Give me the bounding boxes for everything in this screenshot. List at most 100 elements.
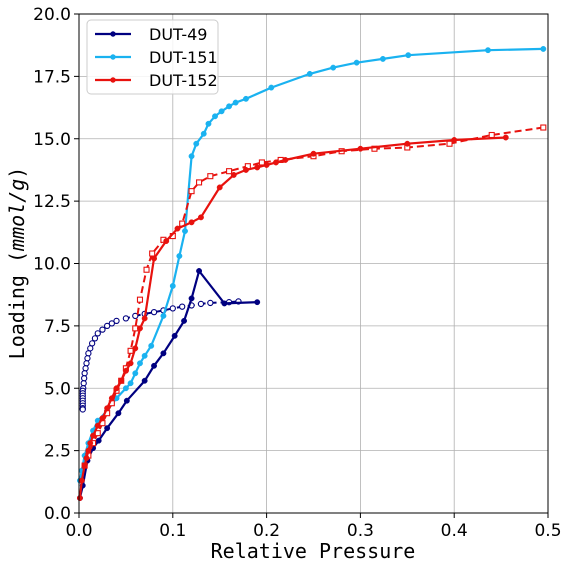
dut-49-desorption-point [84,355,91,362]
dut-49-desorption-point [207,299,214,307]
dut-152-adsorption-point [243,166,249,173]
dut-151-adsorption-point [226,103,233,110]
y-tick-label: 15.0 [33,130,71,150]
dut-152-adsorption-point [310,150,317,157]
dut-49-desorption-point [197,300,205,308]
dut-152-desorption-point [446,140,453,147]
dut-152-adsorption-point [87,440,94,447]
dut-49-desorption-point [79,406,86,413]
dut-49-desorption-point [122,315,130,322]
dut-49-desorption-point [82,365,89,372]
dut-152-adsorption-point [174,225,181,232]
dut-49-desorption-point [88,340,96,347]
dut-49-desorption-point [81,375,88,382]
dut-151-adsorption-line [78,47,544,481]
y-tick-label: 12.5 [33,192,71,212]
dut-151-adsorption-point [330,64,337,71]
legend-label-dut-151: DUT-151 [149,48,218,67]
dut-151-adsorption-point [132,370,139,377]
x-tick-label: 0.3 [347,521,374,541]
dut-49-adsorption-point [160,350,167,357]
dut-151-adsorption-point [485,47,491,54]
y-tick-label: 0.0 [44,504,71,524]
tick-labels: 0.0 0.1 0.2 0.3 0.4 0.5 0.0 2.5 5.0 7.5 10.0 12.5 15… [33,5,561,541]
dut-49-desorption-point [94,330,101,337]
dut-151-adsorption-point [160,312,167,319]
dut-152-adsorption-point [273,159,279,166]
dut-152-adsorption-point [81,462,88,469]
dut-151-adsorption-point [306,70,313,77]
dut-49-desorption-point [91,335,99,342]
y-tick-label: 20.0 [33,5,71,25]
dut-152-adsorption-point [188,219,195,226]
legend-label-dut-152: DUT-152 [149,71,218,90]
dut-49-adsorption-point [141,377,148,384]
dut-49-desorption-point [169,305,176,312]
y-axis-title-suffix: ) [5,167,29,179]
y-tick-label: 10.0 [33,255,71,275]
dut-152-adsorption-point [78,477,85,484]
dut-152-desorption-point [136,296,144,303]
dut-49-desorption-point [103,322,111,330]
dut-152-desorption-point [149,250,156,257]
dut-152-adsorption-point [230,171,237,178]
dut-151-adsorption-point [182,228,188,235]
dut-151-adsorption-point [141,352,148,359]
x-axis-title: Relative Pressure [211,539,416,563]
dut-49-desorption-point [99,326,106,333]
y-tick-label: 5.0 [44,379,71,399]
dut-151-adsorption-point [232,99,239,106]
dut-151-adsorption-point [176,253,183,259]
dut-151-adsorption-point [193,140,200,147]
dut-152-desorption-point [488,131,495,139]
legend-box [86,19,219,95]
x-tick-label: 0.2 [253,521,280,541]
dut-152-adsorption-point [254,164,261,171]
dut-151-adsorption-point [137,360,143,367]
dut-152-adsorption-point [104,405,111,412]
dut-151-adsorption-point [540,45,547,52]
x-tick-label: 0.4 [441,521,468,541]
dut-152-adsorption-point [113,385,120,392]
legend-label-dut-49: DUT-49 [149,25,207,44]
dut-49-desorption-point [85,350,92,357]
dut-152-adsorption-point [132,345,139,352]
dut-152-desorption-point [540,124,547,131]
dut-152-adsorption-point [85,447,92,454]
dut-152-adsorption-point [451,137,458,143]
dut-49-adsorption-point [181,317,188,324]
dut-49-adsorption-line [78,268,258,499]
dut-152-adsorption-point [197,214,204,221]
dut-152-adsorption-point [99,415,106,422]
dut-152-adsorption-point [122,367,129,374]
dut-152-adsorption-point [141,315,148,322]
series-dut-152 [76,124,547,501]
dut-152-adsorption-point [151,255,157,262]
dut-49-adsorption-point [95,437,102,444]
dut-152-adsorption-point [90,432,97,439]
dut-49-adsorption-point [254,299,261,306]
dut-49-desorption-point [108,320,115,327]
dut-151-adsorption-point [243,95,249,102]
dut-151-adsorption-point [169,283,176,289]
dut-49-adsorption-point [196,268,203,274]
dut-49-adsorption-point [115,410,122,417]
dut-151-adsorption-point [218,108,225,115]
dut-152-adsorption-point [76,495,83,501]
dut-152-adsorption-point [83,455,90,462]
legend-marker-dut-151 [110,54,116,60]
dut-151-adsorption-point [122,385,129,392]
dut-152-adsorption-point [502,134,509,141]
dut-152-adsorption-point [108,395,115,402]
dut-152-adsorption-point [94,422,101,429]
dut-152-adsorption-point [263,161,270,168]
dut-151-adsorption-point [200,130,207,137]
dut-151-adsorption-point [405,52,412,59]
ticks [74,13,549,518]
dut-151-adsorption-point [148,342,155,349]
legend-marker-dut-152 [110,77,116,83]
dut-151-adsorption-point [212,113,218,120]
dut-152-desorption-point [226,168,233,175]
y-axis-title-prefix: Loading ( [5,251,29,359]
dut-49-adsorption-point [221,300,228,307]
